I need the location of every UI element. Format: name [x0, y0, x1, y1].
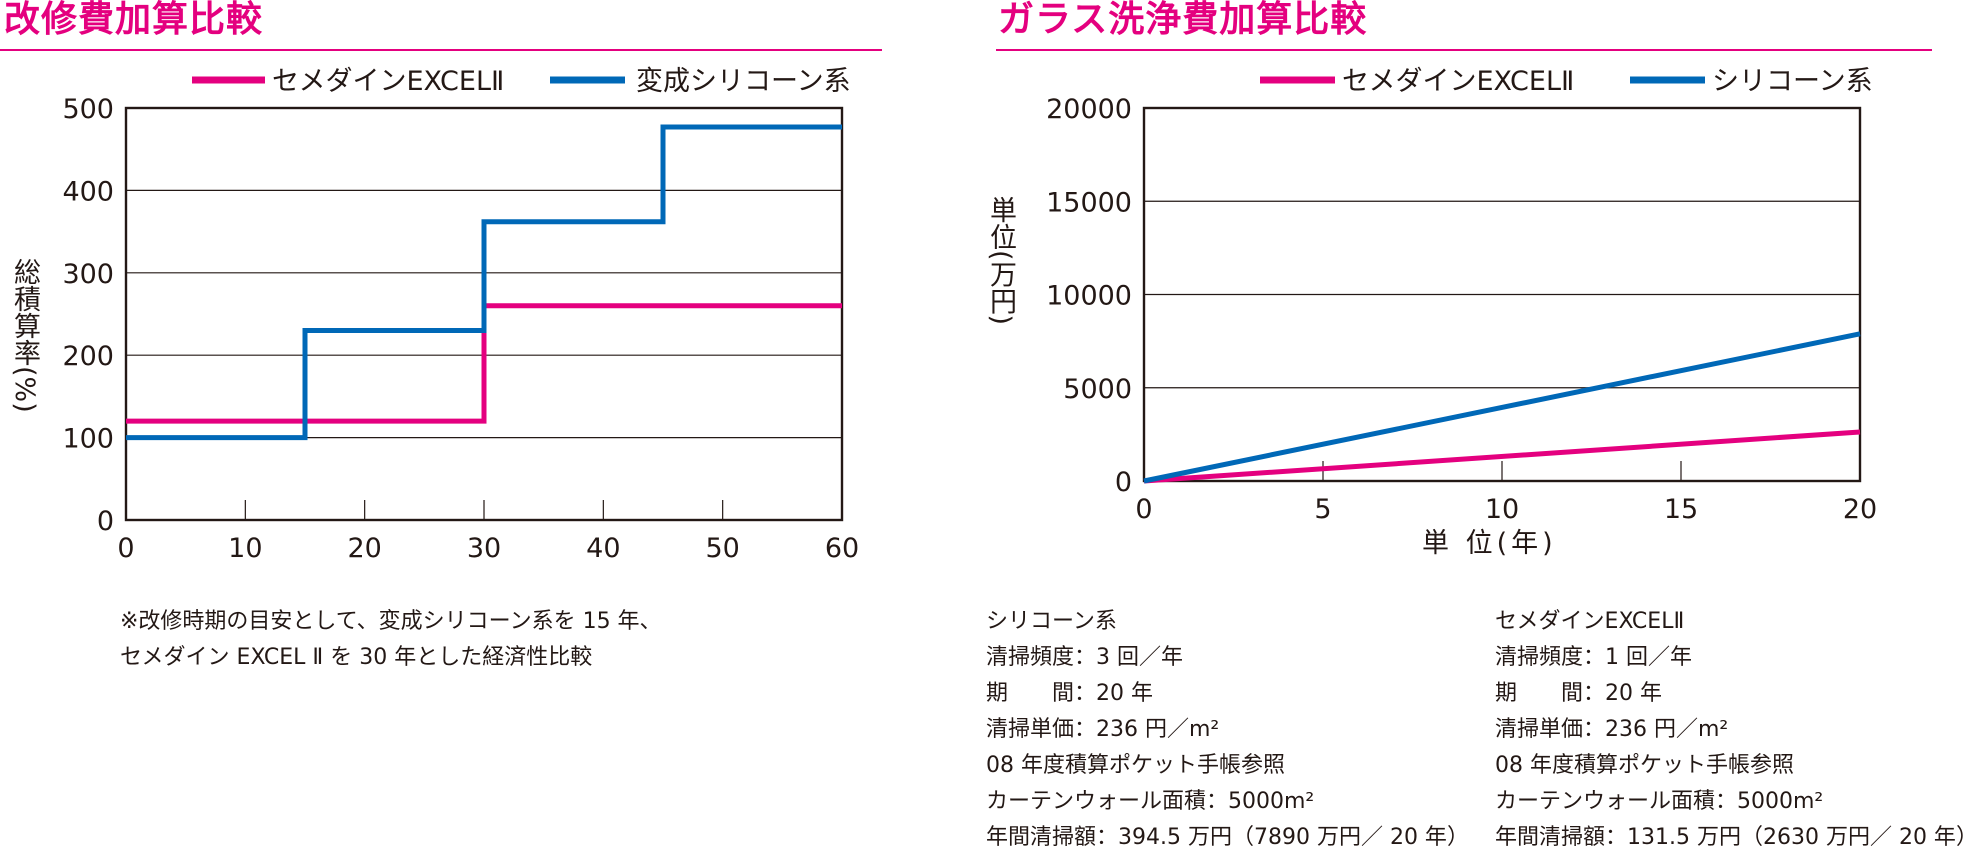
right-x-axis-label: 単 位(年) — [1422, 528, 1557, 559]
left-x-tick-label: 30 — [467, 533, 501, 564]
excel-info-line: 期 間：20 年 — [1495, 681, 1662, 706]
footnote-line: セメダイン EXCEL Ⅱ を 30 年とした経済性比較 — [120, 645, 593, 670]
left-legend-label-excel: セメダインEXCELⅡ — [272, 66, 504, 97]
silicone-info-line: カーテンウォール面積：5000m² — [986, 789, 1315, 814]
left-legend-label-silicone: 変成シリコーン系 — [636, 66, 851, 97]
right-plot-frame — [1142, 106, 1862, 483]
right-y-axis-label: 単位(万円) — [985, 196, 1016, 326]
right-x-tick-label: 20 — [1843, 494, 1877, 525]
right-chart: 0 5000 10000 15000 20000 0 5 10 15 20 セメダインEXCELⅡ シ… — [1046, 66, 1877, 525]
left-plot-frame — [124, 106, 844, 522]
left-x-tick-label: 20 — [347, 533, 381, 564]
right-x-tick-label: 10 — [1485, 494, 1519, 525]
excel-info-name: セメダインEXCELⅡ — [1495, 609, 1685, 634]
right-y-tick-label: 10000 — [1046, 281, 1132, 312]
silicone-info-line: 08 年度積算ポケット手帳参照 — [986, 753, 1285, 778]
right-y-tick-label: 5000 — [1063, 374, 1132, 405]
silicone-info-line: 年間清掃額：394.5 万円（7890 万円／ 20 年） — [986, 825, 1469, 850]
silicone-info-line: 清掃頻度：3 回／年 — [986, 645, 1183, 670]
silicone-info: シリコーン系 清掃頻度：3 回／年 期 間：20 年 清掃単価：236 円／m²… — [986, 604, 1469, 856]
silicone-info-line: 清掃単価：236 円／m² — [986, 717, 1220, 742]
footnote-line: ※改修時期の目安として、変成シリコーン系を 15 年、 — [120, 609, 662, 634]
excel-info: セメダインEXCELⅡ 清掃頻度：1 回／年 期 間：20 年 清掃単価：236… — [1495, 604, 1966, 856]
excel-info-line: 清掃頻度：1 回／年 — [1495, 645, 1692, 670]
right-x-tick-label: 0 — [1135, 494, 1152, 525]
left-chart-title: 改修費加算比較 — [4, 0, 264, 40]
right-legend-label-excel: セメダインEXCELⅡ — [1342, 66, 1574, 97]
left-x-tick-label: 10 — [228, 533, 262, 564]
left-y-axis-label: 総積算率(%) — [9, 258, 40, 413]
right-y-tick-label: 20000 — [1046, 94, 1132, 125]
left-y-tick-label: 0 — [97, 506, 114, 537]
left-y-tick-label: 500 — [62, 94, 114, 125]
left-x-tick-label: 50 — [705, 533, 739, 564]
excel-info-line: 年間清掃額：131.5 万円（2630 万円／ 20 年） — [1495, 825, 1966, 850]
left-y-tick-label: 100 — [62, 424, 114, 455]
left-y-tick-label: 200 — [62, 341, 114, 372]
right-x-tick-label: 15 — [1664, 494, 1698, 525]
right-legend-label-silicone: シリコーン系 — [1712, 66, 1873, 97]
right-series-line-silicone — [1143, 331, 1861, 484]
right-title-rule — [996, 49, 1932, 51]
silicone-info-line: 期 間：20 年 — [986, 681, 1153, 706]
left-x-tick-label: 40 — [586, 533, 620, 564]
left-y-tick-label: 400 — [62, 176, 114, 207]
left-footnote: ※改修時期の目安として、変成シリコーン系を 15 年、 セメダイン EXCEL … — [120, 604, 662, 676]
right-y-tick-label: 0 — [1115, 467, 1132, 498]
right-chart-title: ガラス洗浄費加算比較 — [998, 0, 1368, 40]
left-x-tick-label: 0 — [117, 533, 134, 564]
left-title-rule — [0, 49, 882, 51]
right-x-tick-label: 5 — [1314, 494, 1331, 525]
excel-info-line: カーテンウォール面積：5000m² — [1495, 789, 1824, 814]
right-y-tick-label: 15000 — [1046, 187, 1132, 218]
silicone-info-name: シリコーン系 — [986, 609, 1117, 634]
excel-info-line: 清掃単価：236 円／m² — [1495, 717, 1729, 742]
left-chart: 0 100 200 300 400 500 0 10 20 30 40 50 60 セメダインEXCELⅡ… — [62, 66, 859, 564]
excel-info-line: 08 年度積算ポケット手帳参照 — [1495, 753, 1794, 778]
left-series-line-silicone — [126, 124, 842, 441]
right-series-line-excel — [1143, 429, 1861, 484]
left-x-tick-label: 60 — [825, 533, 859, 564]
left-y-tick-label: 300 — [62, 259, 114, 290]
